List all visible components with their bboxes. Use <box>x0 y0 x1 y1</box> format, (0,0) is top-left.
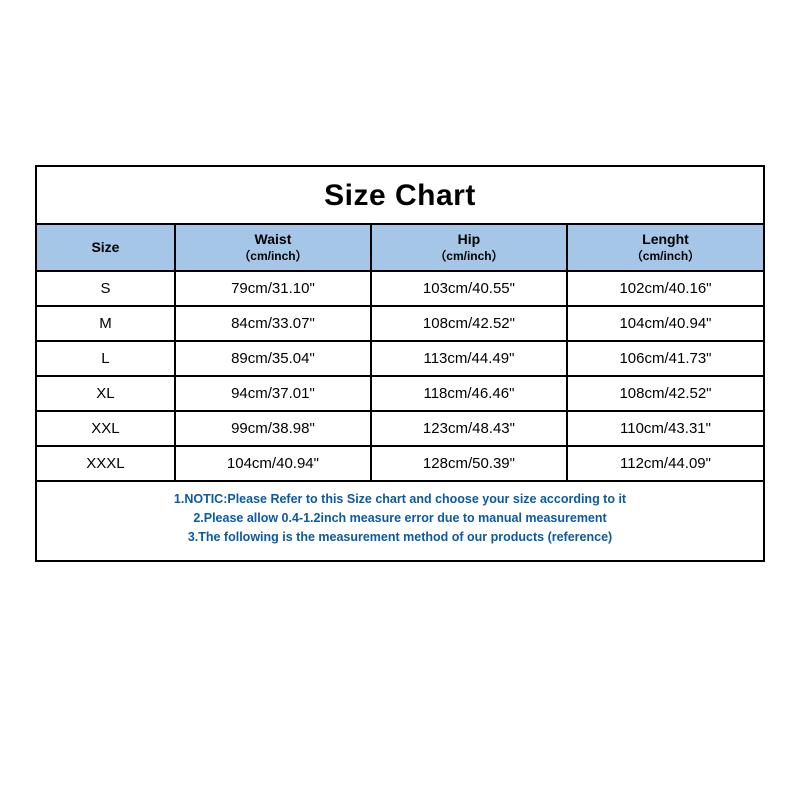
note-line: 3.The following is the measurement metho… <box>43 528 757 547</box>
size-table: Size Waist （cm/inch） Hip （cm/inch） Lengh… <box>37 225 763 482</box>
cell-hip: 118cm/46.46" <box>371 376 567 411</box>
cell-hip: 103cm/40.55" <box>371 271 567 306</box>
cell-waist: 104cm/40.94" <box>175 446 371 481</box>
col-header-size: Size <box>37 225 175 271</box>
cell-waist: 94cm/37.01" <box>175 376 371 411</box>
chart-title: Size Chart <box>37 167 763 225</box>
table-row: M 84cm/33.07" 108cm/42.52" 104cm/40.94" <box>37 306 763 341</box>
table-row: XXXL 104cm/40.94" 128cm/50.39" 112cm/44.… <box>37 446 763 481</box>
cell-hip: 128cm/50.39" <box>371 446 567 481</box>
table-head: Size Waist （cm/inch） Hip （cm/inch） Lengh… <box>37 225 763 271</box>
cell-length: 112cm/44.09" <box>567 446 763 481</box>
cell-size: S <box>37 271 175 306</box>
col-header-label: Lenght <box>642 231 689 247</box>
table-row: L 89cm/35.04" 113cm/44.49" 106cm/41.73" <box>37 341 763 376</box>
col-header-label: Waist <box>255 231 292 247</box>
size-chart: Size Chart Size Waist （cm/inch） Hip （cm/… <box>35 165 765 562</box>
cell-length: 104cm/40.94" <box>567 306 763 341</box>
cell-size: XXXL <box>37 446 175 481</box>
cell-hip: 113cm/44.49" <box>371 341 567 376</box>
cell-length: 102cm/40.16" <box>567 271 763 306</box>
cell-length: 106cm/41.73" <box>567 341 763 376</box>
cell-size: XXL <box>37 411 175 446</box>
col-header-length: Lenght （cm/inch） <box>567 225 763 271</box>
table-body: S 79cm/31.10" 103cm/40.55" 102cm/40.16" … <box>37 271 763 481</box>
cell-waist: 99cm/38.98" <box>175 411 371 446</box>
note-line: 1.NOTIC:Please Refer to this Size chart … <box>43 490 757 509</box>
col-header-sub: （cm/inch） <box>376 249 562 264</box>
col-header-waist: Waist （cm/inch） <box>175 225 371 271</box>
col-header-sub: （cm/inch） <box>572 249 759 264</box>
table-row: XL 94cm/37.01" 118cm/46.46" 108cm/42.52" <box>37 376 763 411</box>
col-header-sub: （cm/inch） <box>180 249 366 264</box>
cell-size: M <box>37 306 175 341</box>
cell-waist: 89cm/35.04" <box>175 341 371 376</box>
cell-length: 108cm/42.52" <box>567 376 763 411</box>
cell-waist: 84cm/33.07" <box>175 306 371 341</box>
cell-size: XL <box>37 376 175 411</box>
cell-waist: 79cm/31.10" <box>175 271 371 306</box>
col-header-hip: Hip （cm/inch） <box>371 225 567 271</box>
table-row: S 79cm/31.10" 103cm/40.55" 102cm/40.16" <box>37 271 763 306</box>
cell-length: 110cm/43.31" <box>567 411 763 446</box>
note-line: 2.Please allow 0.4-1.2inch measure error… <box>43 509 757 528</box>
cell-hip: 108cm/42.52" <box>371 306 567 341</box>
cell-hip: 123cm/48.43" <box>371 411 567 446</box>
col-header-label: Hip <box>458 231 481 247</box>
cell-size: L <box>37 341 175 376</box>
col-header-label: Size <box>91 239 119 255</box>
notes: 1.NOTIC:Please Refer to this Size chart … <box>37 482 763 560</box>
table-row: XXL 99cm/38.98" 123cm/48.43" 110cm/43.31… <box>37 411 763 446</box>
page: Size Chart Size Waist （cm/inch） Hip （cm/… <box>0 0 800 800</box>
